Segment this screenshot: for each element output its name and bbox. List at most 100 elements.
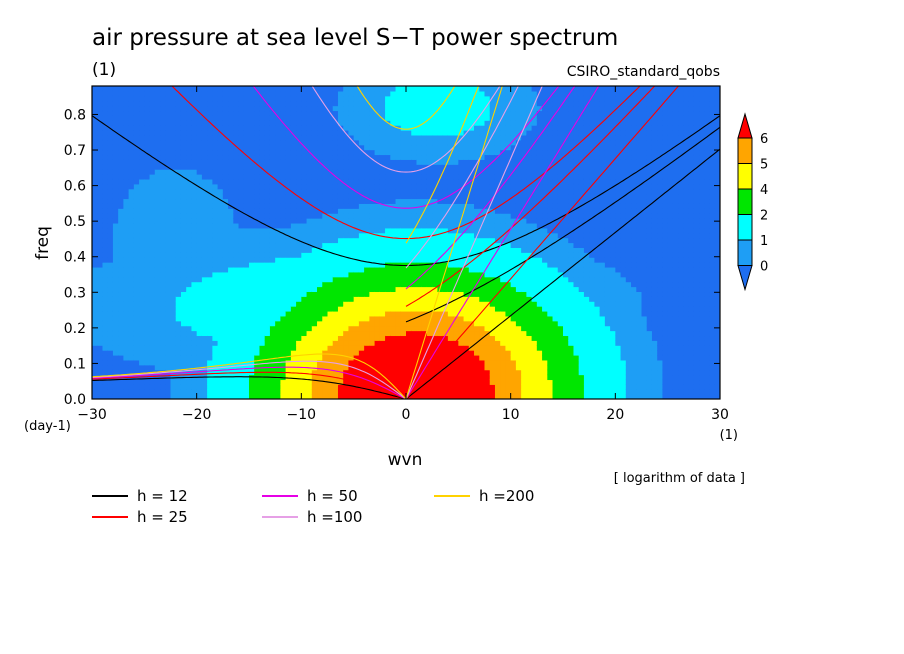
spectrum-cell [123, 384, 130, 390]
spectrum-cell [228, 174, 234, 180]
spectrum-cell [296, 208, 302, 214]
spectrum-cell [311, 218, 318, 224]
spectrum-cell [484, 340, 491, 346]
spectrum-cell [353, 350, 360, 356]
spectrum-cell [385, 345, 391, 351]
spectrum-cell [139, 125, 145, 131]
spectrum-cell [416, 266, 423, 273]
spectrum-cell [400, 149, 407, 156]
spectrum-cell [149, 350, 156, 356]
spectrum-cell [186, 320, 193, 327]
spectrum-cell [123, 310, 130, 317]
spectrum-cell [447, 174, 454, 180]
spectrum-cell [154, 105, 161, 112]
spectrum-cell [343, 335, 350, 341]
spectrum-cell [385, 325, 391, 332]
spectrum-cell [264, 125, 271, 131]
spectrum-cell [186, 174, 193, 180]
spectrum-cell [107, 359, 114, 366]
spectrum-cell [416, 389, 423, 395]
spectrum-cell [160, 100, 166, 107]
spectrum-cell [442, 296, 449, 302]
spectrum-cell [343, 90, 350, 97]
spectrum-cell [426, 271, 433, 278]
spectrum-cell [337, 291, 344, 297]
spectrum-cell [306, 306, 313, 312]
spectrum-cell [311, 354, 318, 361]
spectrum-cell [463, 369, 470, 376]
spectrum-cell [233, 174, 240, 180]
spectrum-cell [479, 306, 486, 312]
spectrum-cell [228, 310, 234, 317]
spectrum-cell [458, 369, 465, 376]
spectrum-cell [285, 198, 292, 204]
spectrum-cell [327, 242, 334, 248]
spectrum-cell [385, 125, 391, 131]
spectrum-cell [191, 139, 198, 146]
spectrum-cell [343, 222, 350, 229]
spectrum-cell [160, 345, 166, 351]
spectrum-cell [238, 247, 245, 253]
spectrum-cell [332, 232, 339, 239]
spectrum-cell [395, 364, 402, 371]
spectrum-cell [112, 154, 119, 160]
spectrum-cell [411, 359, 418, 366]
spectrum-cell [395, 325, 402, 332]
spectrum-cell [395, 159, 402, 165]
spectrum-cell [123, 242, 130, 248]
spectrum-cell [453, 374, 459, 381]
spectrum-cell [416, 90, 423, 97]
spectrum-cell [358, 394, 365, 399]
spectrum-cell [400, 325, 407, 332]
spectrum-cell [306, 159, 313, 165]
spectrum-cell [379, 232, 386, 239]
spectrum-cell [369, 286, 376, 293]
spectrum-cell [139, 276, 145, 283]
spectrum-cell [458, 213, 465, 219]
spectrum-cell [343, 208, 350, 214]
spectrum-cell [217, 218, 224, 224]
spectrum-cell [269, 247, 276, 253]
spectrum-cell [406, 213, 412, 219]
spectrum-cell [296, 105, 302, 112]
spectrum-cell [165, 130, 172, 136]
spectrum-cell [311, 276, 318, 283]
spectrum-cell [160, 306, 166, 312]
spectrum-cell [337, 252, 344, 258]
spectrum-cell [374, 169, 381, 175]
spectrum-cell [337, 379, 344, 385]
spectrum-cell [343, 242, 350, 248]
spectrum-cell [112, 188, 119, 195]
spectrum-cell [233, 222, 240, 229]
spectrum-cell [102, 86, 109, 92]
spectrum-cell [133, 105, 140, 112]
spectrum-cell [453, 218, 459, 224]
spectrum-cell [327, 174, 334, 180]
spectrum-cell [447, 374, 454, 381]
spectrum-cell [196, 340, 203, 346]
spectrum-cell [254, 242, 261, 248]
spectrum-cell [290, 281, 297, 288]
spectrum-cell [406, 139, 412, 146]
spectrum-cell [128, 164, 135, 170]
spectrum-cell [196, 154, 203, 160]
spectrum-cell [447, 198, 454, 204]
spectrum-cell [479, 276, 486, 283]
spectrum-cell [343, 144, 350, 151]
spectrum-cell [165, 218, 172, 224]
spectrum-cell [228, 242, 234, 248]
spectrum-cell [139, 320, 145, 327]
spectrum-cell [285, 286, 292, 293]
spectrum-cell [238, 384, 245, 390]
spectrum-cell [426, 188, 433, 195]
spectrum-cell [484, 252, 491, 258]
spectrum-cell [180, 330, 187, 337]
spectrum-cell [301, 394, 308, 399]
spectrum-cell [275, 325, 281, 332]
spectrum-cell [290, 237, 297, 244]
spectrum-cell [102, 350, 109, 356]
spectrum-cell [249, 110, 255, 116]
spectrum-cell [353, 139, 360, 146]
spectrum-cell [280, 389, 287, 395]
spectrum-cell [170, 247, 177, 253]
